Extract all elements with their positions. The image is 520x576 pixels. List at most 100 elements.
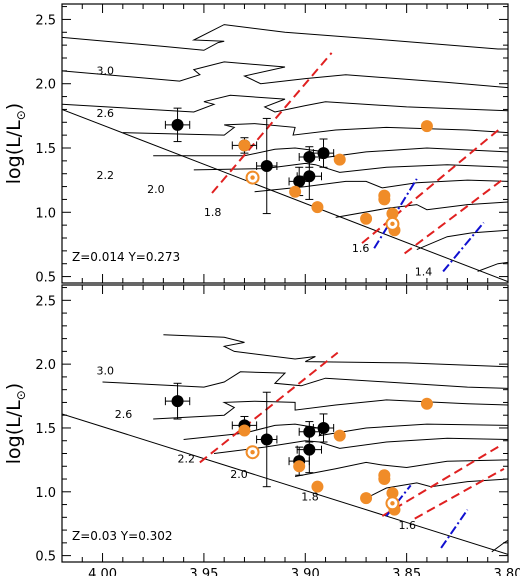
- orange-star-point-8: [386, 487, 399, 500]
- mass-label-1: 3.0: [96, 364, 114, 377]
- mass-label-4: 2.0: [230, 468, 248, 481]
- plot-frame: [61, 3, 509, 284]
- composition-note: Z=0.014 Y=0.273: [72, 250, 180, 264]
- mass-label-6: 1.6: [352, 242, 370, 255]
- mass-label-3: 2.2: [96, 169, 114, 182]
- y-axis-label: log(L/L⊙): [3, 383, 28, 464]
- errorbar-star-6: [298, 421, 320, 443]
- orange-ring-star-2: [385, 216, 400, 231]
- errorbar-star-1: [164, 382, 191, 420]
- evolutionary-track-8: [335, 201, 508, 218]
- red-dashed-boundary-3: [404, 179, 503, 255]
- black-star-point: [303, 170, 316, 183]
- mass-label-5: 1.8: [301, 491, 319, 504]
- evolutionary-track-3: [62, 94, 508, 113]
- x-tick-label: 4.00: [88, 567, 117, 576]
- ring-center: [250, 175, 255, 180]
- orange-star-point-1: [238, 424, 251, 437]
- ring-center: [250, 450, 255, 455]
- orange-star-point-3: [333, 429, 346, 442]
- plot-frame: [61, 284, 509, 563]
- evolutionary-track-5: [213, 437, 508, 454]
- mass-label-1: 3.0: [96, 65, 114, 78]
- evolutionary-track-9: [416, 229, 508, 251]
- y-tick-label: 0.5: [35, 271, 56, 286]
- blue-dashdot-boundary-2: [442, 221, 485, 273]
- y-axis-label-close: ): [3, 103, 25, 110]
- blue-dashdot-boundary-2: [440, 509, 469, 549]
- orange-star-point-4: [311, 201, 324, 214]
- x-tick-label: 3.90: [291, 567, 320, 576]
- orange-star-point-7: [378, 193, 391, 206]
- composition-note: Z=0.03 Y=0.302: [72, 529, 173, 543]
- y-tick-label: 1.5: [35, 142, 56, 157]
- plot-area: 3.0 2.6 2.2 2.0 1.8 1.6: [62, 334, 508, 555]
- ring-center: [390, 221, 395, 227]
- panel-2: 3.0 2.6 2.2 2.0 1.8 1.6 4.00 3.95 3.90 3.85 3.80 0.…: [3, 284, 520, 576]
- red-dashed-boundary-3: [414, 467, 505, 520]
- evolutionary-track-4: [122, 123, 508, 136]
- black-star-point: [171, 395, 184, 408]
- mass-label-6: 1.6: [399, 519, 417, 532]
- y-axis-label-main: log(L/L: [3, 120, 25, 184]
- y-axis-label-close: ): [3, 383, 25, 390]
- y-tick-label: 1.0: [35, 206, 56, 221]
- evolutionary-track-1: [62, 24, 508, 51]
- y-tick-label: 1.0: [35, 486, 56, 501]
- y-tick-label: 2.5: [35, 294, 56, 309]
- y-tick-label: 0.5: [35, 550, 56, 565]
- errorbar-star-3: [256, 117, 278, 215]
- red-dashed-boundary-1: [211, 52, 333, 194]
- evolutionary-track-7: [254, 179, 508, 193]
- evolutionary-track-6: [295, 459, 508, 477]
- black-star-point: [317, 147, 330, 160]
- orange-star-point-5: [360, 492, 373, 505]
- orange-star-point-4: [311, 480, 324, 493]
- x-tick-label: 3.95: [189, 567, 218, 576]
- errorbar-star-7: [312, 138, 335, 168]
- black-star-point: [260, 160, 273, 172]
- mass-label-2: 2.6: [115, 408, 133, 421]
- y-axis-label: log(L/L⊙): [3, 103, 28, 184]
- evolutionary-track-1: [163, 334, 508, 368]
- ring-center: [390, 501, 395, 506]
- errorbar-star-3: [256, 391, 278, 488]
- panel-1: 3.0 2.6 2.2 2.0 1.8 1.6 1.4 0.5 1.0 1.5 2.0 2.5 log(…: [3, 3, 509, 286]
- red-dashed-boundary-2: [361, 127, 501, 244]
- evolutionary-track-7: [365, 478, 508, 499]
- evolutionary-track-3: [153, 399, 508, 420]
- orange-star-point-8: [386, 207, 399, 220]
- errorbar-star-7: [312, 413, 335, 443]
- orange-ring-star-1: [245, 170, 260, 185]
- y-axis-label-sun: ⊙: [14, 390, 28, 400]
- black-star-point: [293, 175, 306, 188]
- y-tick-label: 2.5: [35, 13, 56, 28]
- x-tick-label: 3.80: [494, 567, 520, 576]
- orange-star-point-10: [420, 120, 433, 133]
- y-axis-label-main: log(L/L: [3, 400, 25, 464]
- red-dashed-boundary-2: [381, 444, 501, 517]
- evolutionary-track-2: [102, 371, 508, 389]
- orange-star-point-7: [378, 473, 391, 486]
- black-star-point: [317, 421, 330, 434]
- black-star-point: [303, 443, 316, 456]
- orange-star-point-2: [289, 185, 302, 198]
- zams-line: [62, 108, 508, 283]
- errorbar-star-5: [296, 426, 322, 474]
- orange-star-point-10: [420, 397, 433, 410]
- mass-label-2: 2.6: [96, 107, 114, 120]
- evolutionary-track-10: [477, 261, 508, 272]
- y-axis-label-sun: ⊙: [14, 110, 28, 120]
- errorbar-star-6: [298, 146, 320, 168]
- orange-star-point-2: [293, 460, 306, 473]
- black-star-point: [303, 425, 316, 438]
- orange-star-point-3: [333, 153, 346, 166]
- plot-area: 3.0 2.6 2.2 2.0 1.8 1.6 1.4: [62, 24, 508, 283]
- y-tick-label: 2.0: [35, 358, 56, 373]
- mass-label-3: 2.2: [178, 452, 196, 465]
- black-star-point: [260, 433, 273, 446]
- errorbar-star-1: [164, 107, 191, 143]
- y-tick-label: 1.5: [35, 422, 56, 437]
- mass-label-7: 1.4: [415, 265, 433, 278]
